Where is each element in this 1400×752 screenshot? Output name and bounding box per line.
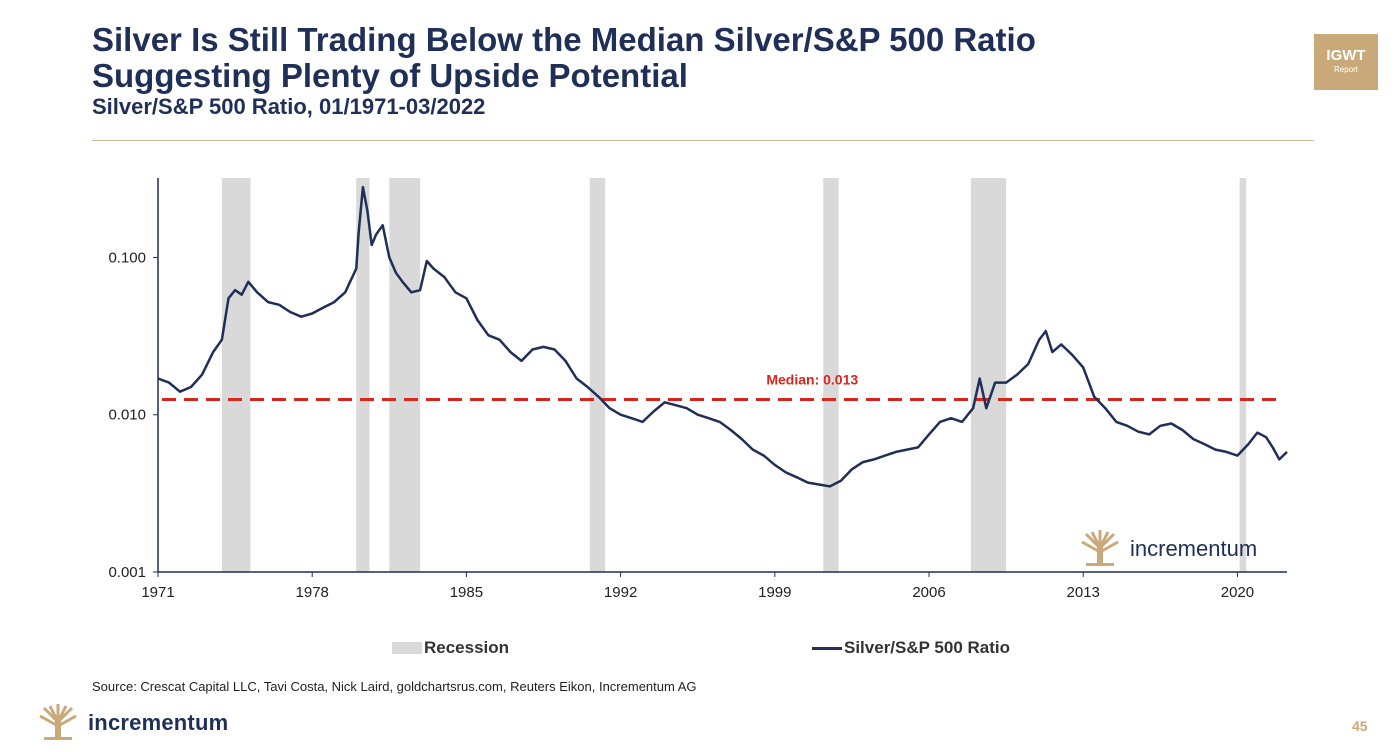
y-tick-label-2: 0.100 [108, 249, 146, 266]
recession-band-6 [1239, 178, 1247, 572]
y-tick-label-0: 0.001 [108, 564, 146, 581]
title-line-2: Suggesting Plenty of Upside Potential [92, 57, 688, 94]
page-number: 45 [1352, 718, 1368, 734]
x-tick-label-3: 1992 [604, 584, 637, 601]
x-tick-label-1: 1978 [296, 584, 329, 601]
x-tick-label-5: 2006 [912, 584, 945, 601]
legend-series-swatch [812, 646, 842, 650]
recession-band-0 [221, 178, 251, 572]
legend-recession-swatch [392, 642, 422, 654]
badge-sub-text: Report [1333, 65, 1358, 74]
header-divider [92, 140, 1314, 141]
recession-band-1 [356, 178, 370, 572]
chart-watermark-word: incrementum [1130, 536, 1258, 561]
legend-series-label: Silver/S&P 500 Ratio [844, 638, 1010, 657]
legend-recession-label: Recession [424, 638, 510, 657]
recession-band-3 [589, 178, 606, 572]
chart-subtitle: Silver/S&P 500 Ratio, 01/1971-03/2022 [92, 94, 486, 119]
chart-title: Silver Is Still Trading Below the Median… [92, 22, 1036, 94]
source-note: Source: Crescat Capital LLC, Tavi Costa,… [92, 679, 697, 694]
footer-tree-logo-icon [39, 704, 77, 740]
recession-band-5 [970, 178, 1007, 572]
x-tick-label-2: 1985 [450, 584, 483, 601]
legend-recession: Recession [392, 638, 509, 658]
x-tick-label-0: 1971 [141, 584, 174, 601]
title-line-1: Silver Is Still Trading Below the Median… [92, 21, 1036, 58]
x-tick-label-4: 1999 [758, 584, 791, 601]
x-tick-label-6: 2013 [1067, 584, 1100, 601]
footer-brand: incrementum [38, 704, 228, 742]
recession-band-2 [389, 178, 421, 572]
badge-main-text: IGWT [1326, 47, 1366, 64]
igwt-report-badge: IGWT Report [1314, 34, 1378, 90]
chart-watermark: incrementum [1080, 530, 1257, 568]
median-label: Median: 0.013 [766, 371, 858, 387]
tree-logo-icon [1081, 530, 1119, 566]
recession-band-4 [823, 178, 839, 572]
series-line-silver-sp500 [157, 185, 1288, 488]
y-tick-label-1: 0.010 [108, 407, 146, 424]
footer-brand-word: incrementum [88, 710, 229, 735]
x-tick-label-7: 2020 [1221, 584, 1254, 601]
legend-series: Silver/S&P 500 Ratio [812, 638, 1010, 658]
